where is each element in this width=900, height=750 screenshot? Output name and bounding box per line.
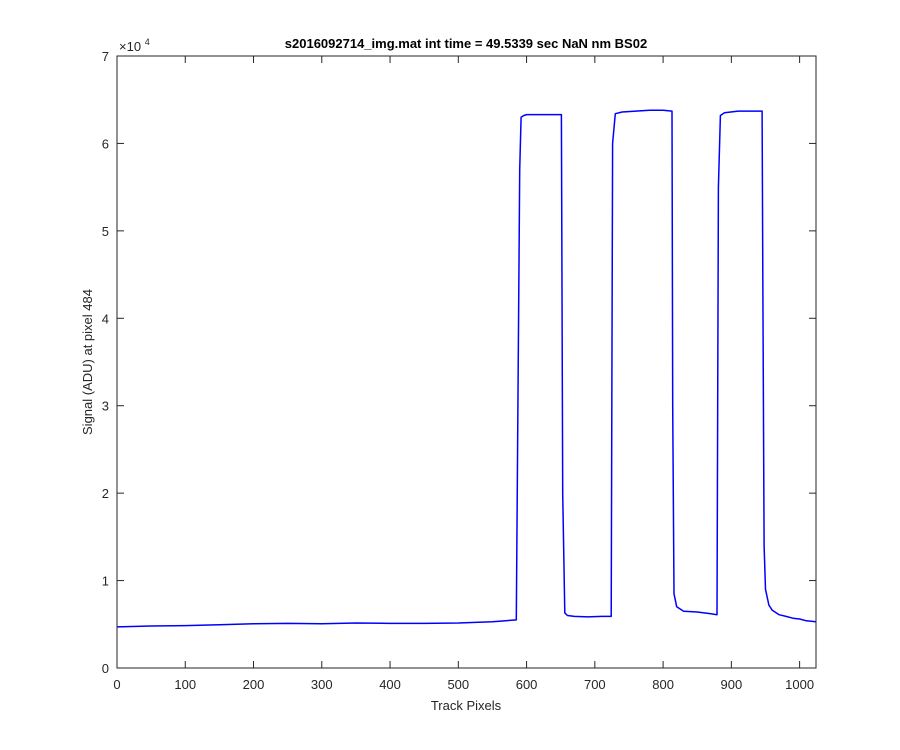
series-line: [116, 109, 817, 628]
x-tick-label: 500: [447, 677, 469, 692]
y-tick-label: 7: [102, 49, 109, 64]
x-tick-label: 400: [379, 677, 401, 692]
x-axis-ticks: 0 100 200 300 400 500 600 700 800 900 1000: [113, 56, 814, 692]
chart-title: s2016092714_img.mat int time = 49.5339 s…: [285, 36, 647, 51]
y-exponent-label: ×10 4: [119, 37, 150, 54]
y-tick-label: 4: [102, 311, 109, 326]
y-axis-label: Signal (ADU) at pixel 484: [80, 289, 95, 435]
x-tick-label: 200: [243, 677, 265, 692]
y-exponent-base: ×10: [119, 39, 141, 54]
y-exponent-power: 4: [145, 37, 150, 47]
y-tick-label: 6: [102, 136, 109, 151]
y-tick-label: 0: [102, 661, 109, 676]
y-tick-label: 2: [102, 486, 109, 501]
y-tick-label: 1: [102, 574, 109, 589]
x-tick-label: 700: [584, 677, 606, 692]
plot-area: [117, 56, 816, 668]
y-tick-label: 5: [102, 224, 109, 239]
x-tick-label: 1000: [785, 677, 814, 692]
x-tick-label: 900: [721, 677, 743, 692]
x-tick-label: 800: [652, 677, 674, 692]
x-tick-label: 100: [174, 677, 196, 692]
axes-box: [116, 55, 817, 669]
x-tick-label: 600: [516, 677, 538, 692]
x-axis-label: Track Pixels: [431, 698, 502, 713]
x-tick-label: 300: [311, 677, 333, 692]
y-tick-label: 3: [102, 399, 109, 414]
x-tick-label: 0: [113, 677, 120, 692]
